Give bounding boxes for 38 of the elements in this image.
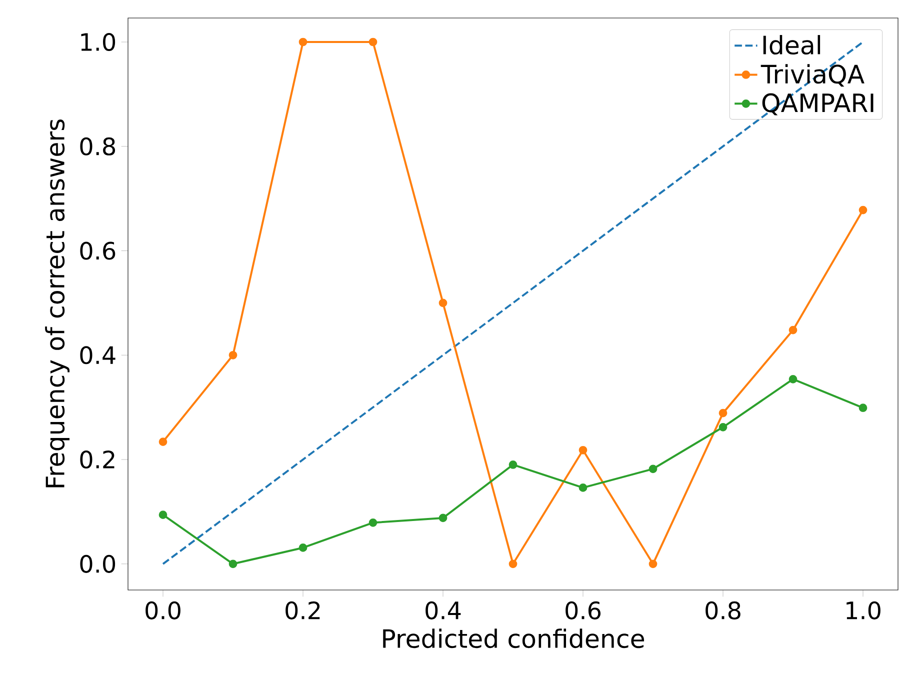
point (368, 518, 378, 527)
point (508, 460, 518, 469)
y-tick-label: 0.0 (80, 554, 116, 573)
point (438, 298, 448, 308)
point (718, 422, 728, 432)
point (228, 350, 238, 360)
x-tick-label: 1.0 (846, 601, 880, 620)
legend-label: Ideal (763, 35, 820, 55)
point (158, 438, 168, 446)
legend-label: TriviaQA (760, 64, 864, 87)
point (648, 560, 658, 568)
x-tick-label: 0.2 (286, 601, 320, 620)
point (368, 38, 378, 46)
point (648, 464, 658, 474)
point (228, 560, 238, 568)
x-tick-label: 0.8 (706, 601, 740, 620)
point (438, 514, 448, 522)
x-tick-label: 0.0 (146, 601, 180, 620)
y-tick-label: 0.8 (80, 137, 116, 156)
point (788, 374, 798, 384)
x-tick-label: 0.6 (566, 601, 601, 620)
y-tick-label: 1.0 (81, 32, 116, 52)
y-tick-label: 0.6 (80, 242, 116, 260)
y-tick-label: 0.4 (80, 346, 116, 364)
x-axis-title: Predicted confidence (383, 628, 644, 648)
point (578, 446, 588, 454)
point (858, 206, 868, 214)
point (158, 510, 168, 520)
x-tick-label: 0.4 (426, 601, 461, 620)
point (298, 544, 308, 552)
point (508, 560, 518, 568)
point (788, 326, 798, 334)
point (578, 484, 588, 492)
y-tick-label: 0.2 (80, 450, 114, 469)
point (298, 38, 308, 46)
point (718, 408, 728, 418)
y-axis-title: Frequency of correct answers (45, 119, 70, 488)
point (858, 404, 868, 412)
